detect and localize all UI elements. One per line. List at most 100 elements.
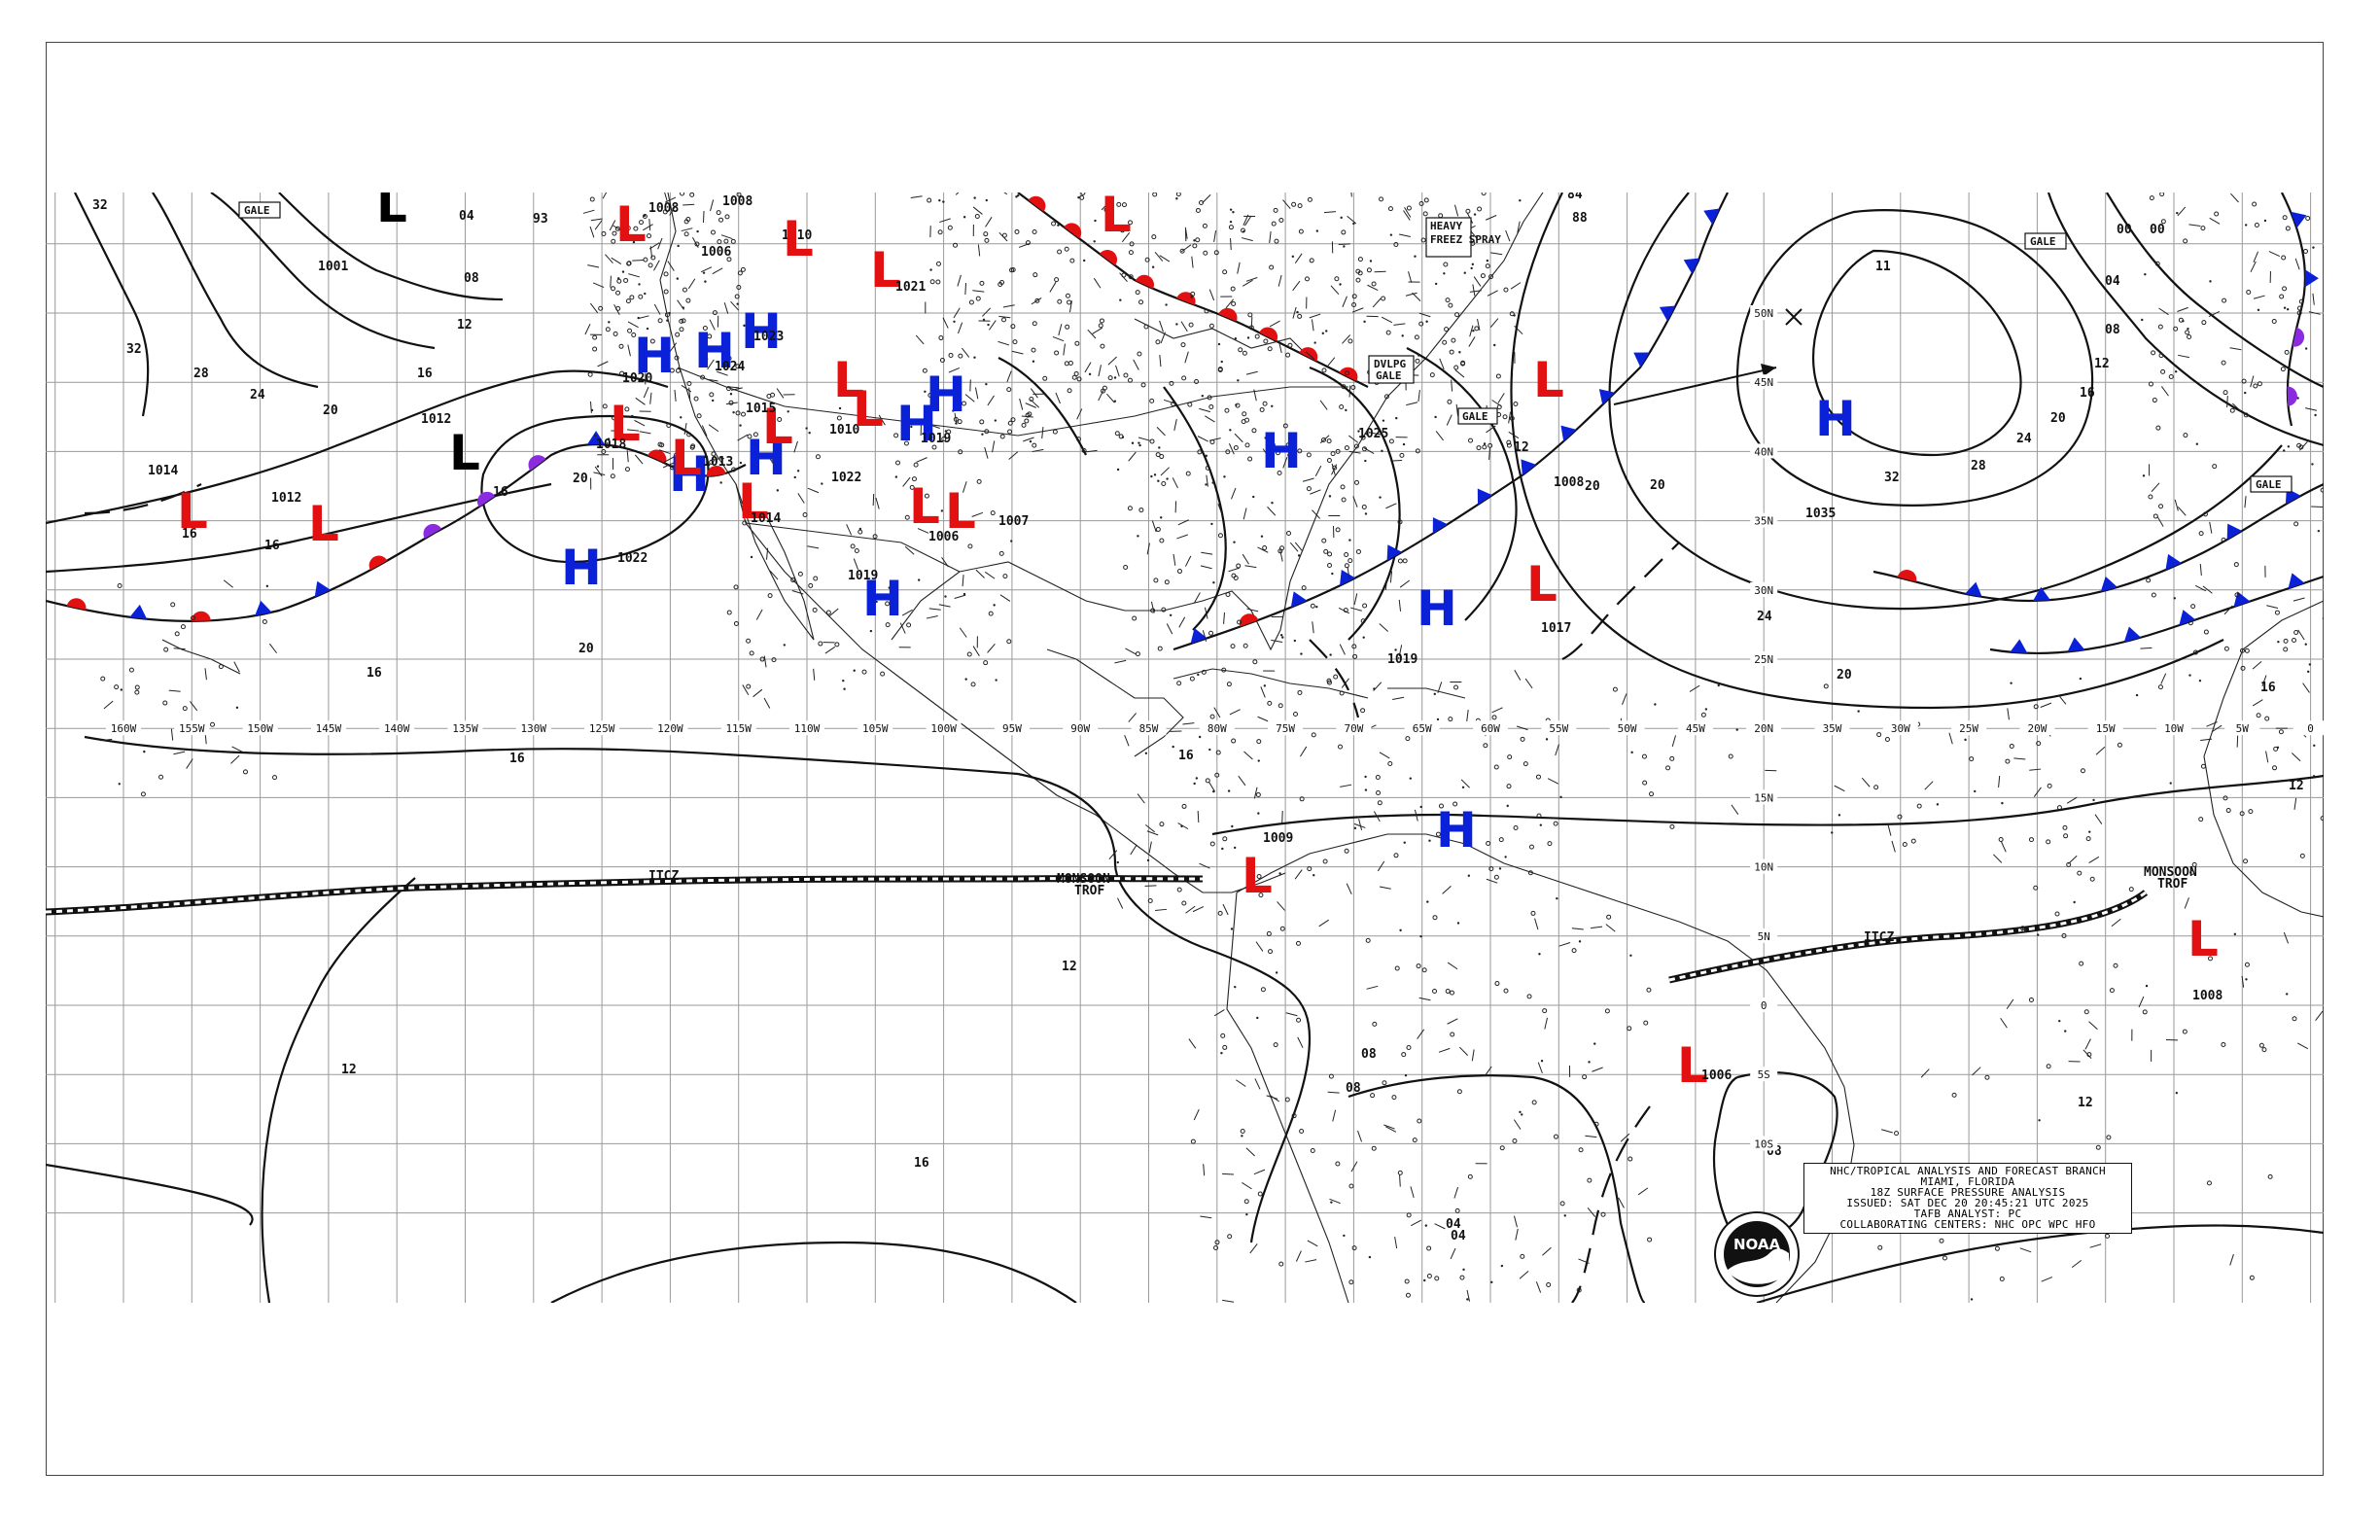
wind-barb bbox=[2084, 1038, 2091, 1050]
cold-front-triangle bbox=[2288, 573, 2305, 589]
station-circle bbox=[716, 210, 721, 216]
station-circle bbox=[741, 411, 747, 417]
wind-barb bbox=[1160, 332, 1166, 344]
wind-barb bbox=[2250, 375, 2255, 388]
wind-barb bbox=[1438, 1047, 1451, 1053]
station-circle bbox=[642, 214, 648, 220]
station-circle bbox=[1179, 248, 1185, 254]
wind-barb bbox=[1384, 578, 1388, 590]
wind-barb bbox=[230, 754, 240, 764]
station-circle bbox=[2267, 1173, 2273, 1179]
svg-text:H: H bbox=[634, 328, 675, 384]
station-circle bbox=[2151, 350, 2156, 356]
station-circle bbox=[885, 622, 891, 628]
svg-text:L: L bbox=[762, 399, 793, 455]
station-dot bbox=[1330, 1201, 1333, 1204]
isobar-label: 04 bbox=[459, 209, 474, 224]
wind-barb bbox=[1228, 567, 1241, 573]
station-dot bbox=[1233, 846, 1237, 850]
station-circle bbox=[1128, 274, 1134, 280]
station-dot bbox=[1144, 752, 1148, 754]
station-circle bbox=[1073, 370, 1079, 376]
station-circle bbox=[1213, 250, 1219, 256]
svg-text:NOAA: NOAA bbox=[1733, 1236, 1781, 1253]
station-dot bbox=[1506, 804, 1509, 808]
station-dot bbox=[2079, 677, 2082, 681]
station-dot bbox=[1210, 522, 1213, 526]
wind-barb bbox=[763, 697, 771, 709]
station-circle bbox=[1438, 213, 1444, 219]
station-dot bbox=[2198, 679, 2202, 682]
wind-barb bbox=[103, 700, 114, 710]
station-circle bbox=[625, 226, 631, 231]
station-circle bbox=[1326, 680, 1332, 685]
station-dot bbox=[808, 432, 811, 435]
station-circle bbox=[1387, 206, 1393, 212]
wind-barb bbox=[972, 290, 985, 293]
station-circle bbox=[1233, 576, 1239, 581]
station-circle bbox=[1397, 558, 1403, 564]
station-circle bbox=[1355, 268, 1361, 274]
station-circle bbox=[1341, 384, 1347, 390]
station-circle bbox=[2212, 464, 2218, 470]
station-circle bbox=[1262, 544, 1268, 550]
station-circle bbox=[711, 451, 717, 457]
wind-barb bbox=[1178, 616, 1186, 628]
station-dot bbox=[2141, 318, 2144, 322]
isobar-label: 28 bbox=[1971, 459, 1986, 473]
svg-text:H: H bbox=[1815, 391, 1856, 447]
station-circle bbox=[2293, 629, 2299, 635]
longitude-label: 140W bbox=[379, 720, 415, 736]
wind-barb bbox=[1159, 355, 1162, 368]
station-dot bbox=[2317, 529, 2321, 533]
station-circle bbox=[1064, 246, 1069, 252]
cold-front-triangle bbox=[1190, 628, 1208, 645]
station-circle bbox=[1939, 1238, 1944, 1243]
station-dot bbox=[1271, 502, 1274, 505]
wind-barb bbox=[1508, 431, 1520, 439]
station-dot bbox=[118, 783, 121, 786]
station-dot bbox=[1423, 1278, 1426, 1282]
station-circle bbox=[2296, 442, 2302, 448]
wind-barb bbox=[1260, 686, 1266, 698]
station-circle bbox=[1327, 563, 1333, 569]
wind-barb bbox=[1350, 1161, 1358, 1172]
station-dot bbox=[2058, 1019, 2061, 1023]
wind-barb bbox=[972, 206, 983, 215]
station-circle bbox=[163, 647, 169, 652]
station-circle bbox=[2221, 360, 2226, 366]
wind-barb bbox=[2128, 795, 2141, 798]
cold-front-triangle bbox=[1964, 581, 1982, 598]
svg-text:155W: 155W bbox=[179, 722, 205, 735]
station-circle bbox=[1127, 506, 1133, 511]
svg-text:1014: 1014 bbox=[751, 511, 781, 526]
station-dot bbox=[750, 555, 753, 559]
wind-barb bbox=[2202, 585, 2213, 594]
station-circle bbox=[1320, 437, 1326, 442]
station-circle bbox=[2253, 383, 2258, 389]
station-dot bbox=[1331, 572, 1334, 576]
station-circle bbox=[1612, 686, 1618, 692]
station-circle bbox=[1254, 333, 1260, 339]
wind-barb bbox=[1244, 565, 1257, 569]
station-circle bbox=[935, 279, 941, 285]
wind-barb bbox=[1408, 271, 1413, 283]
station-circle bbox=[975, 296, 981, 301]
station-circle bbox=[1388, 438, 1394, 444]
wind-barb bbox=[1049, 281, 1057, 293]
isobar-labels: 32 32 28 24 20 16 16 16 16 04 08 12 16 2… bbox=[92, 192, 2304, 1243]
station-circle bbox=[648, 262, 653, 268]
wind-barb bbox=[612, 225, 623, 232]
station-circle bbox=[1344, 445, 1349, 451]
wind-barb bbox=[173, 751, 186, 755]
warm-front-semicircle bbox=[1135, 274, 1154, 289]
wind-barb bbox=[1138, 437, 1150, 441]
noaa-logo: NOAA bbox=[1714, 1211, 1800, 1297]
station-circle bbox=[1417, 1118, 1422, 1124]
wind-barb bbox=[1205, 415, 1215, 423]
station-circle bbox=[1116, 201, 1122, 207]
station-circle bbox=[1951, 1092, 1957, 1098]
station-circle bbox=[1155, 527, 1161, 533]
svg-text:105W: 105W bbox=[862, 722, 889, 735]
